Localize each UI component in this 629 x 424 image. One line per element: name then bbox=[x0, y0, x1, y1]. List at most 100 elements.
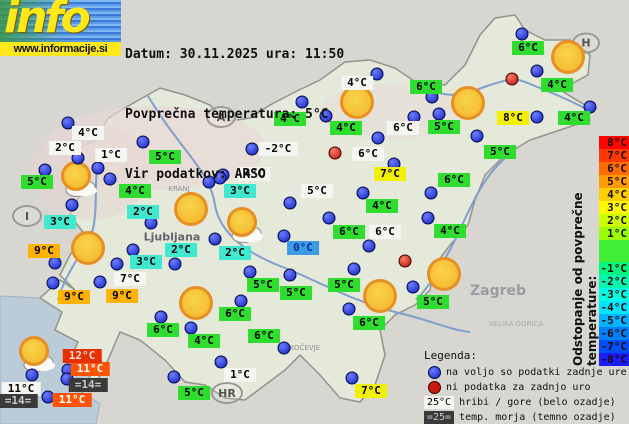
blue-dot-icon bbox=[428, 366, 441, 379]
temperature-label: 9°C bbox=[106, 289, 138, 303]
sun-icon bbox=[427, 257, 461, 291]
scale-label: 4°C bbox=[607, 188, 627, 201]
scale-label: 1°C bbox=[607, 227, 627, 240]
scale-row: 5°C bbox=[599, 175, 629, 188]
station-dot-blue bbox=[136, 135, 150, 149]
station-dot-blue bbox=[530, 110, 544, 124]
scale-row: -3°C bbox=[599, 288, 629, 301]
city-label: Zagreb bbox=[469, 283, 527, 299]
legend-item: ni podatka za zadnjo uro bbox=[424, 380, 627, 395]
temperature-label: 4°C bbox=[558, 111, 590, 125]
station-dot-blue bbox=[277, 341, 291, 355]
temperature-label: 8°C bbox=[497, 111, 529, 125]
scale-label: -8°C bbox=[600, 353, 628, 366]
temperature-label: 6°C bbox=[333, 225, 365, 239]
temperature-label: 3°C bbox=[44, 215, 76, 229]
temperature-label: 2°C bbox=[165, 243, 197, 257]
header-source-line: Vir podatkov: ARSO bbox=[125, 167, 266, 182]
temperature-label: 12°C bbox=[62, 349, 102, 363]
scale-row: -6°C bbox=[599, 327, 629, 340]
temperature-label: 7°C bbox=[355, 384, 387, 398]
legend-item-text: ni podatka za zadnjo uro bbox=[446, 382, 591, 393]
station-dot-blue bbox=[319, 109, 333, 123]
station-dot-blue bbox=[154, 310, 168, 324]
temperature-label: 4°C bbox=[238, 167, 270, 181]
scale-row: -7°C bbox=[599, 340, 629, 353]
temperature-label: 1°C bbox=[95, 148, 127, 162]
station-dot-blue bbox=[583, 100, 597, 114]
header-avg-temp-line: Povprečna temperatura: 5°C bbox=[125, 107, 329, 122]
station-dot-blue bbox=[213, 171, 227, 185]
station-dot-blue bbox=[356, 186, 370, 200]
legend-item-text: hribi / gore (belo ozadje) bbox=[459, 397, 616, 408]
logo-url: www.informacije.si bbox=[0, 42, 121, 56]
temperature-label: 4°C bbox=[330, 121, 362, 135]
temperature-label: 0°C bbox=[287, 241, 319, 255]
scale-row: 4°C bbox=[599, 188, 629, 201]
station-dot-blue bbox=[295, 95, 309, 109]
station-dot-blue bbox=[103, 172, 117, 186]
temperature-label: 7°C bbox=[114, 272, 146, 286]
logo-link[interactable]: info www.informacije.si bbox=[0, 0, 121, 56]
station-dot-blue bbox=[362, 239, 376, 253]
header-date-line: Datum: 30.11.2025 ura: 11:50 bbox=[125, 47, 345, 62]
station-dot-blue bbox=[93, 275, 107, 289]
city-label: KOČEVJE bbox=[289, 344, 321, 352]
temperature-label: 9°C bbox=[28, 244, 60, 258]
station-dot-blue bbox=[371, 131, 385, 145]
temperature-label: 6°C bbox=[369, 225, 401, 239]
station-dot-blue bbox=[277, 229, 291, 243]
scale-label: -3°C bbox=[600, 288, 628, 301]
temperature-label: -2°C bbox=[258, 142, 298, 156]
station-dot-blue bbox=[347, 262, 361, 276]
legend: Legenda: na voljo so podatki zadnje ure n… bbox=[424, 349, 627, 424]
temperature-label: 4°C bbox=[119, 184, 151, 198]
station-dot-blue bbox=[46, 276, 60, 290]
temperature-label: 5°C bbox=[21, 175, 53, 189]
station-dot-blue bbox=[345, 371, 359, 385]
scale-title: Odstopanje od povprečne temperature: bbox=[571, 192, 599, 366]
scale-rows: 8°C 7°C 6°C 5°C 4°C 3°C 2°C 1°C -1°C -2°C -3°C -4°C… bbox=[599, 136, 629, 366]
station-dot-blue bbox=[91, 161, 105, 175]
scale-label: -6°C bbox=[600, 327, 628, 340]
temperature-label: 4°C bbox=[541, 78, 573, 92]
temperature-label: 4°C bbox=[366, 199, 398, 213]
temperature-label: 1°C bbox=[224, 368, 256, 382]
country-marker-i: I bbox=[12, 205, 42, 227]
temperature-label: 5°C bbox=[149, 150, 181, 164]
temperature-label: 3°C bbox=[130, 255, 162, 269]
temperature-label: 6°C bbox=[352, 147, 384, 161]
station-dot-blue bbox=[184, 321, 198, 335]
temperature-label: 5°C bbox=[417, 295, 449, 309]
scale-label: -1°C bbox=[600, 262, 628, 275]
scale-row bbox=[599, 240, 629, 262]
temperature-label: 6°C bbox=[147, 323, 179, 337]
scale-row: 8°C bbox=[599, 136, 629, 149]
station-dot-blue bbox=[25, 368, 39, 382]
station-dot-blue bbox=[168, 257, 182, 271]
scale-row: 6°C bbox=[599, 162, 629, 175]
station-dot-blue bbox=[342, 302, 356, 316]
temperature-label: 6°C bbox=[248, 329, 280, 343]
river-krka bbox=[415, 157, 506, 301]
scale-row: -1°C bbox=[599, 262, 629, 275]
station-dot-blue bbox=[421, 211, 435, 225]
scale-row: -2°C bbox=[599, 275, 629, 288]
sun-icon bbox=[71, 231, 105, 265]
sun-part-icon bbox=[18, 336, 49, 367]
temperature-label: 6°C bbox=[353, 316, 385, 330]
country-marker-hr: HR bbox=[211, 382, 243, 404]
temperature-label: 5°C bbox=[328, 278, 360, 292]
station-dot-blue bbox=[234, 294, 248, 308]
temperature-label: 2°C bbox=[49, 141, 81, 155]
station-dot-blue bbox=[424, 186, 438, 200]
logo-text: info bbox=[4, 0, 91, 43]
temperature-label: 2°C bbox=[127, 205, 159, 219]
temperature-label: 6°C bbox=[387, 121, 419, 135]
sun-icon bbox=[363, 279, 397, 313]
scale-label: 7°C bbox=[607, 149, 627, 162]
station-dot-blue bbox=[61, 116, 75, 130]
station-dot-red bbox=[398, 254, 412, 268]
